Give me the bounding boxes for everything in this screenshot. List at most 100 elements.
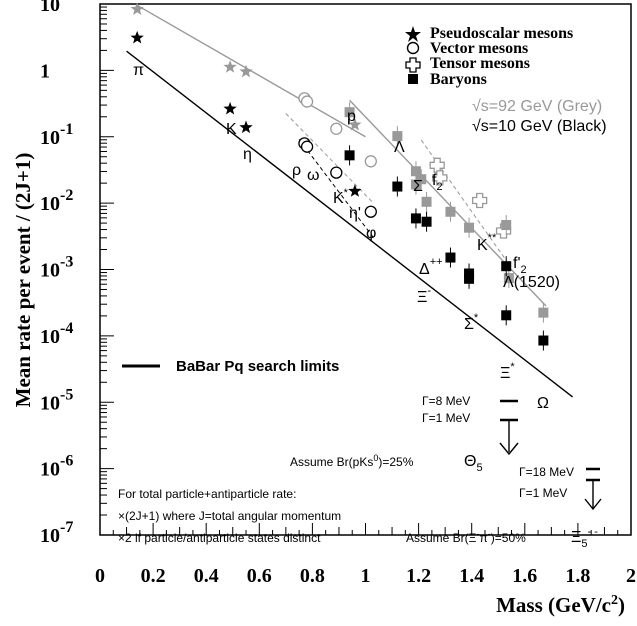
pseudoscalar-point [223, 60, 237, 73]
baryon-point [501, 220, 512, 231]
x-tick-label: 0.2 [141, 565, 166, 587]
assumption-xi: Assume Br(Ξ-π-)=50% [406, 529, 526, 545]
legend: Pseudoscalar mesons Vector mesons Tensor… [405, 25, 573, 88]
note-line-2: ×(2J+1) where J=total angular momentum [118, 509, 341, 523]
pseudoscalar-point [348, 117, 362, 131]
x-tick-label: 2 [626, 565, 636, 587]
gamma-label-18: Γ=18 MeV [519, 465, 574, 479]
babar-legend-label: BaBar Pq search limits [176, 358, 339, 375]
label-Lambda: Λ [394, 139, 405, 156]
legend-pseudoscalar: Pseudoscalar mesons [430, 25, 573, 42]
y-axis-title: Mean rate per event / (2J+1) [11, 153, 35, 408]
x-tick-label: 0.8 [300, 565, 325, 587]
label-Lambda1520: Λ(1520) [503, 274, 560, 291]
assumption-theta: Assume Br(pKs0)=25% [290, 453, 414, 469]
x-tick-labels: 0 0.2 0.4 0.6 0.8 1 1.2 1.4 1.6 1.8 2 [95, 565, 636, 587]
grey-fit-line [136, 4, 366, 138]
label-Xistar: Ξ* [500, 361, 515, 382]
label-pi: π [133, 62, 144, 79]
axis-ticks [99, 3, 632, 536]
tensor-point [472, 192, 488, 209]
down-arrow-icon [499, 442, 519, 456]
baryon-point [392, 181, 403, 192]
baryon-point [416, 174, 427, 185]
filled-square-icon [408, 74, 418, 84]
baryon-point [410, 166, 421, 177]
pseudoscalar-point [348, 184, 362, 197]
note-line-1: For total particle+antiparticle rate: [118, 487, 296, 501]
legend-vector: Vector mesons [430, 40, 528, 57]
vector-point [330, 122, 343, 135]
baryon-point [503, 273, 514, 284]
label-Sigma: Σ [413, 178, 423, 195]
black-fit-line [298, 139, 374, 238]
vector-point [300, 95, 314, 108]
x-tick-label: 1.8 [565, 565, 590, 587]
label-etaprime: η' [349, 205, 361, 222]
y-tick-label: 10-6 [40, 453, 73, 481]
pq-limits: Γ=8 MeV Γ=1 MeV Γ=18 MeV Γ=1 MeV [422, 394, 602, 511]
open-circle-icon [406, 41, 420, 55]
label-Kstarstar: K** [477, 232, 497, 254]
baryon-point [538, 307, 549, 318]
baryon-point [464, 222, 475, 233]
y-tick-label: 10-2 [40, 187, 73, 215]
label-K: K [226, 121, 237, 138]
label-eta: η [243, 146, 252, 163]
x-tick-label: 1.6 [512, 565, 537, 587]
fit-lines [126, 4, 574, 398]
label-omega: ω [307, 167, 320, 184]
vector-point [300, 140, 314, 153]
label-f2prime: f'2 [513, 255, 527, 276]
gamma-label-1a: Γ=1 MeV [422, 411, 470, 425]
y-tick-label: 10-1 [40, 121, 73, 149]
baryon-point [501, 310, 512, 321]
particle-labels: π K η p Λ ρ ω K* η' φ Σ f2 K** Δ++ f'2 Λ… [133, 62, 560, 412]
pseudoscalar-point [130, 2, 144, 15]
vector-point [364, 205, 377, 218]
baryon-point [464, 273, 475, 284]
baryon-point [410, 213, 421, 224]
x-tick-label: 0.4 [194, 565, 219, 587]
baryon-point [392, 131, 403, 142]
down-arrow-icon [584, 498, 602, 511]
x-tick-label: 0 [95, 565, 105, 587]
label-Sigmastar: Σ* [464, 312, 479, 333]
baryon-point [445, 206, 456, 217]
baryon-point [344, 107, 355, 118]
baryon-point [421, 216, 432, 227]
y-tick-label: 10-3 [40, 254, 73, 282]
grey-fit-line [349, 99, 547, 307]
label-rho: ρ [292, 162, 301, 179]
y-tick-label: 10-5 [40, 386, 73, 414]
note-line-3: ×2 if particle/antiparticle states disti… [118, 531, 321, 545]
pseudoscalar-point [130, 30, 144, 44]
label-p: p [347, 108, 356, 125]
pseudoscalar-point [223, 101, 237, 115]
y-tick-label: 1 [40, 60, 50, 82]
legend-tensor: Tensor mesons [430, 55, 530, 72]
star-icon [405, 26, 421, 42]
x-tick-label: 0.6 [247, 565, 272, 587]
x-tick-label: 1.4 [459, 565, 484, 587]
x-tick-label: 1 [361, 565, 371, 587]
baryon-point [421, 196, 432, 207]
tensor-point [432, 170, 448, 186]
y-tick-label: 10-7 [40, 519, 73, 547]
data-points [130, 2, 549, 351]
label-f2: f2 [432, 172, 443, 193]
pseudoscalar-point [239, 120, 253, 134]
legend-baryons: Baryons [430, 71, 487, 88]
pseudoscalar-point [239, 64, 253, 78]
gamma-label-8: Γ=8 MeV [422, 394, 470, 408]
x-axis-title: Mass (GeV/c2) [496, 593, 625, 617]
baryon-point [445, 252, 456, 263]
label-phi: φ [366, 225, 376, 242]
y-tick-label: 10-4 [40, 320, 73, 348]
open-cross-icon [405, 57, 421, 73]
x-tick-label: 1.2 [406, 565, 431, 587]
gamma-label-1b: Γ=1 MeV [519, 486, 567, 500]
baryon-point [501, 261, 512, 272]
vector-point [364, 155, 377, 168]
